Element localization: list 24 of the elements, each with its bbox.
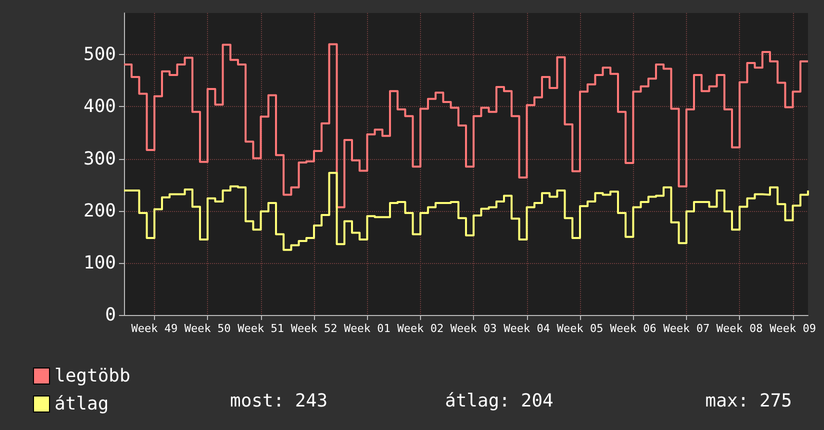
text: max: 275: [705, 390, 792, 412]
y-tick-label: 0: [105, 304, 116, 326]
x-tick-label: Week 02: [397, 322, 444, 335]
text: most: 243: [230, 390, 328, 412]
x-tick-label: Week 01: [344, 322, 390, 335]
legend-label: átlag: [54, 394, 109, 414]
x-tick-label: Week 50: [184, 322, 231, 335]
x-tick-label: Week 04: [504, 322, 550, 335]
x-tick-label: Week 49: [131, 322, 178, 335]
x-tick-label: Week 05: [556, 322, 604, 335]
x-tick-label: Week 51: [238, 322, 284, 335]
x-tick-label: Week 07: [663, 322, 710, 335]
y-tick-label: 200: [83, 200, 116, 222]
x-tick-label: Week 09: [770, 322, 816, 335]
x-tick-label: Week 03: [450, 322, 497, 335]
legend-label: legtöbb: [54, 366, 130, 386]
x-tick-label: Week 52: [290, 322, 338, 335]
y-tick-label: 500: [83, 44, 116, 66]
y-tick-label: 300: [83, 148, 116, 170]
text: átlag: 204: [445, 390, 554, 412]
x-tick-label: Week 06: [610, 322, 656, 335]
y-tick-label: 400: [83, 96, 116, 118]
x-tick-label: Week 08: [716, 322, 763, 335]
y-tick-label: 100: [83, 252, 116, 274]
